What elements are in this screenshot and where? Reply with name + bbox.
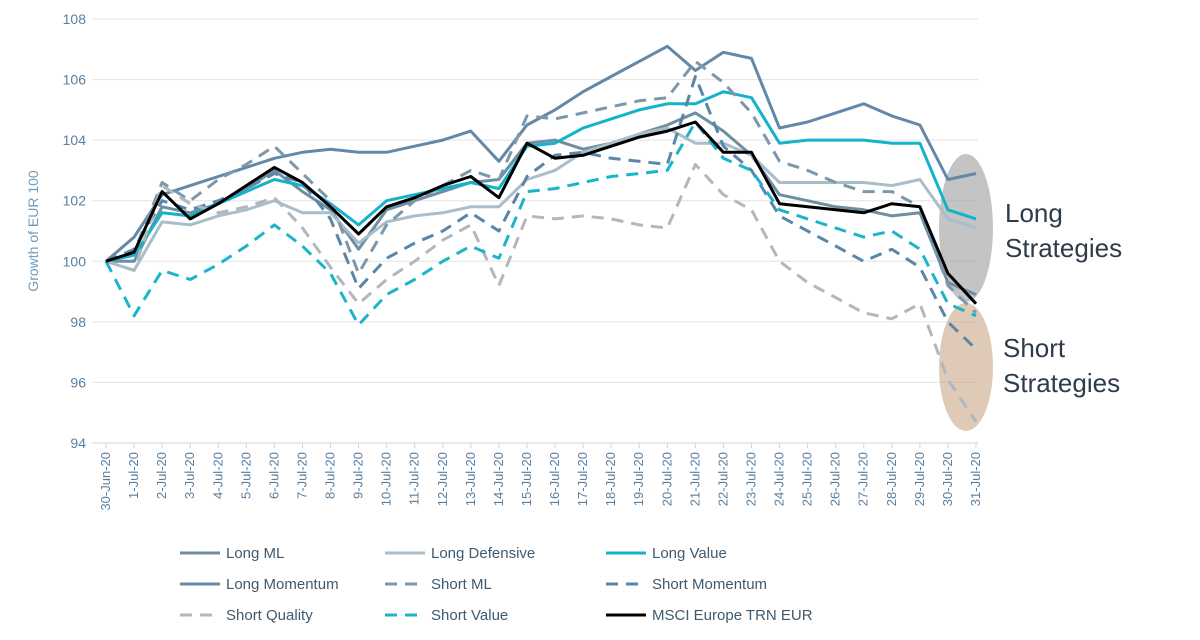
x-tick-label: 9-Jul-20 <box>351 452 366 499</box>
x-tick-label: 4-Jul-20 <box>210 452 225 499</box>
x-tick-label: 28-Jul-20 <box>884 452 899 506</box>
x-tick-label: 5-Jul-20 <box>238 452 253 499</box>
legend-label: Long Defensive <box>431 545 535 562</box>
legend-label: MSCI Europe TRN EUR <box>652 607 813 624</box>
x-tick-label: 18-Jul-20 <box>603 452 618 506</box>
y-tick-label: 98 <box>70 314 86 330</box>
series-line-long-defensive <box>105 126 977 272</box>
x-tick-label: 24-Jul-20 <box>772 452 787 506</box>
legend: Long ML Long Defensive Long Value Long Mome… <box>180 545 813 624</box>
x-tick-label: 30-Jun-20 <box>98 452 113 511</box>
strategy-annotation-labels: Long Strategies Short Strategies <box>1003 198 1122 398</box>
gridlines <box>92 18 978 444</box>
legend-label: Long ML <box>226 545 284 562</box>
y-axis-title: Growth of EUR 100 <box>25 170 41 292</box>
legend-label: Long Value <box>652 545 727 562</box>
y-axis-ticks: 94 96 98 100 102 104 106 108 <box>63 11 87 451</box>
y-tick-label: 100 <box>63 253 87 269</box>
x-tick-label: 11-Jul-20 <box>407 452 422 505</box>
y-tick-label: 102 <box>63 193 87 209</box>
legend-label: Short ML <box>431 576 492 593</box>
series-lines <box>104 44 978 423</box>
x-tick-label: 14-Jul-20 <box>491 452 506 506</box>
y-tick-label: 96 <box>70 374 86 390</box>
long-strategies-ellipse <box>939 154 993 302</box>
short-strategies-label-line: Short <box>1003 333 1066 363</box>
x-tick-label: 29-Jul-20 <box>912 452 927 506</box>
x-tick-label: 25-Jul-20 <box>800 452 815 506</box>
x-tick-label: 15-Jul-20 <box>519 452 534 506</box>
legend-label: Short Value <box>431 607 508 624</box>
strategy-annotations <box>939 154 993 431</box>
x-tick-label: 16-Jul-20 <box>547 452 562 506</box>
x-axis-ticks: 30-Jun-20 1-Jul-20 2-Jul-20 3-Jul-20 4-Jul-2… <box>92 442 983 511</box>
short-strategies-ellipse <box>939 303 993 431</box>
series-line-short-ml <box>105 59 978 314</box>
series-line-long-value <box>105 90 977 263</box>
x-tick-label: 27-Jul-20 <box>856 452 871 506</box>
x-tick-label: 23-Jul-20 <box>743 452 758 506</box>
x-tick-label: 22-Jul-20 <box>715 452 730 506</box>
x-tick-label: 10-Jul-20 <box>379 452 394 506</box>
legend-label: Long Momentum <box>226 576 339 593</box>
series-line-msci-europe-trn-eur <box>105 120 978 305</box>
series-line-long-momentum <box>105 44 977 263</box>
x-tick-label: 1-Jul-20 <box>126 452 141 499</box>
x-tick-label: 8-Jul-20 <box>323 452 338 499</box>
x-tick-label: 3-Jul-20 <box>182 452 197 499</box>
short-strategies-label-line: Strategies <box>1003 368 1120 398</box>
series-line-short-quality <box>105 162 978 423</box>
long-strategies-label-line: Long <box>1005 198 1063 228</box>
x-tick-label: 20-Jul-20 <box>659 452 674 506</box>
y-tick-label: 104 <box>63 132 87 148</box>
x-tick-label: 2-Jul-20 <box>154 452 169 499</box>
x-tick-label: 21-Jul-20 <box>687 452 702 506</box>
x-tick-label: 17-Jul-20 <box>575 452 590 506</box>
x-tick-label: 30-Jul-20 <box>940 452 955 506</box>
long-strategies-label-line: Strategies <box>1005 233 1122 263</box>
x-tick-label: 19-Jul-20 <box>631 452 646 506</box>
x-tick-label: 26-Jul-20 <box>828 452 843 506</box>
series-line-short-momentum <box>105 75 978 351</box>
y-tick-label: 108 <box>63 11 87 27</box>
x-tick-label: 31-Jul-20 <box>968 452 983 506</box>
x-tick-label: 13-Jul-20 <box>463 452 478 506</box>
y-tick-label: 106 <box>63 72 87 88</box>
legend-label: Short Quality <box>226 607 313 624</box>
legend-label: Short Momentum <box>652 576 767 593</box>
x-tick-label: 12-Jul-20 <box>435 452 450 506</box>
y-tick-label: 94 <box>70 435 86 451</box>
x-tick-label: 6-Jul-20 <box>266 452 281 499</box>
x-tick-label: 7-Jul-20 <box>294 452 309 499</box>
